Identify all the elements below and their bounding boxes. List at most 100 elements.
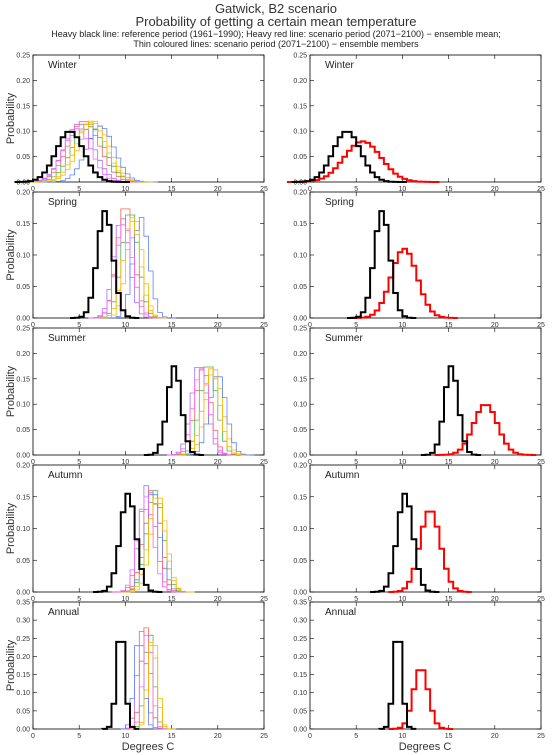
y-tick-label: 0.15 — [16, 103, 30, 110]
y-tick-label: 0.05 — [293, 558, 307, 565]
ensemble-member-line — [120, 631, 163, 730]
x-tick-label: 0 — [31, 186, 35, 193]
y-tick-label: 0.20 — [293, 190, 307, 197]
figure-subtitle-legend-2: Thin coloured lines: scenario period (20… — [133, 39, 419, 49]
reference-period-line — [291, 130, 407, 183]
x-tick-label: 10 — [399, 186, 407, 193]
reference-period-line — [93, 492, 163, 593]
y-tick-label: 0.15 — [293, 103, 307, 110]
y-tick-label: 0.20 — [16, 190, 30, 197]
x-tick-label: 10 — [399, 733, 407, 740]
x-tick-label: 20 — [214, 733, 222, 740]
plot-frame — [32, 327, 265, 456]
season-label: Winter — [48, 60, 78, 71]
y-tick-label: 0.05 — [16, 558, 30, 565]
y-tick-label: 0.20 — [293, 351, 307, 358]
y-axis-label: Probability — [5, 229, 17, 281]
x-tick-label: 0 — [308, 459, 312, 466]
ensemble-member-line — [167, 369, 237, 456]
x-tick-label: 5 — [77, 459, 81, 466]
reference-period-line — [347, 210, 417, 319]
y-tick-label: 0.15 — [16, 494, 30, 501]
x-tick-label: 20 — [491, 733, 499, 740]
x-tick-label: 10 — [122, 322, 130, 329]
y-axis-label: Probability — [5, 502, 17, 554]
x-tick-label: 0 — [31, 733, 35, 740]
x-tick-label: 20 — [214, 186, 222, 193]
x-tick-label: 10 — [399, 322, 407, 329]
figure-title-location: Gatwick, B2 scenario — [215, 1, 337, 16]
plot-frame — [309, 464, 542, 593]
y-tick-label: 0.20 — [293, 463, 307, 470]
x-tick-label: 10 — [399, 459, 407, 466]
y-tick-label: 0.00 — [16, 727, 30, 734]
season-label: Autumn — [48, 470, 82, 481]
y-tick-label: 0.15 — [293, 494, 307, 501]
panel-spring-members: 0.00 0.05 0.10 0.15 0.20 0 5 10 15 20 25 Spring Prob… — [5, 190, 268, 330]
y-tick-label: 0.10 — [293, 402, 307, 409]
y-tick-label: 0.10 — [16, 526, 30, 533]
x-tick-label: 25 — [260, 596, 268, 603]
ensemble-mean-line — [434, 404, 537, 456]
y-tick-label: 0.10 — [16, 402, 30, 409]
x-tick-label: 20 — [491, 596, 499, 603]
y-tick-label: 0.25 — [16, 53, 30, 60]
panel-summer-members: 0.00 0.05 0.10 0.15 0.20 0.25 0 5 10 15 20 25 Summer… — [5, 326, 268, 467]
x-tick-label: 15 — [445, 322, 453, 329]
y-tick-label: 0.30 — [16, 618, 30, 625]
reference-period-line — [14, 130, 130, 183]
ensemble-member-line — [111, 496, 181, 593]
y-tick-label: 0.00 — [16, 180, 30, 187]
y-tick-label: 0.10 — [293, 253, 307, 260]
y-tick-label: 0.00 — [293, 180, 307, 187]
y-tick-label: 0.15 — [16, 221, 30, 228]
y-tick-label: 0.15 — [16, 672, 30, 679]
x-tick-label: 25 — [537, 186, 545, 193]
x-tick-label: 5 — [354, 733, 358, 740]
x-tick-label: 0 — [308, 596, 312, 603]
y-tick-label: 0.15 — [293, 376, 307, 383]
panel-autumn-mean: 0.00 0.05 0.10 0.15 0.20 0 5 10 15 20 25 Autumn — [293, 463, 545, 604]
y-tick-label: 0.05 — [16, 284, 30, 291]
x-tick-label: 0 — [308, 186, 312, 193]
y-tick-label: 0.00 — [16, 316, 30, 323]
season-label: Annual — [48, 607, 79, 618]
x-tick-label: 25 — [537, 733, 545, 740]
ensemble-member-line — [125, 627, 167, 730]
x-tick-label: 15 — [168, 733, 176, 740]
x-tick-label: 5 — [77, 186, 81, 193]
y-tick-label: 0.00 — [293, 453, 307, 460]
x-tick-label: 15 — [168, 186, 176, 193]
reference-period-line — [370, 492, 440, 593]
x-tick-label: 15 — [168, 596, 176, 603]
y-tick-label: 0.35 — [16, 600, 30, 607]
y-tick-label: 0.25 — [16, 326, 30, 333]
season-label: Winter — [325, 60, 355, 71]
reference-period-line — [378, 640, 417, 730]
x-tick-label: 20 — [214, 322, 222, 329]
y-tick-label: 0.05 — [293, 154, 307, 161]
ensemble-member-line — [130, 641, 172, 730]
figure-title-subject: Probability of getting a certain mean te… — [135, 14, 416, 29]
x-tick-label: 10 — [122, 459, 130, 466]
panel-winter-members: 0.00 0.05 0.10 0.15 0.20 0.25 0 5 10 15 20 25 Winter… — [5, 53, 268, 194]
season-label: Spring — [325, 197, 354, 208]
x-tick-label: 20 — [491, 322, 499, 329]
ensemble-member-line — [88, 218, 158, 319]
ensemble-member-line — [120, 494, 186, 593]
plot-frame — [32, 54, 265, 183]
ensemble-member-line — [180, 369, 251, 456]
x-axis-label-right: Degrees C — [399, 741, 452, 753]
ensemble-member-line — [125, 634, 167, 730]
x-tick-label: 0 — [31, 322, 35, 329]
ensemble-member-line — [125, 497, 195, 593]
y-tick-label: 0.20 — [16, 463, 30, 470]
x-tick-label: 25 — [260, 322, 268, 329]
ensemble-member-line — [116, 490, 186, 593]
panels: 0.000.050.100.150.200.250 5 10 15 20 25Winter… — [5, 53, 545, 741]
y-tick-label: 0.30 — [293, 618, 307, 625]
x-tick-label: 20 — [214, 596, 222, 603]
y-axis-label: Probability — [5, 639, 17, 691]
ensemble-member-line — [97, 217, 167, 319]
